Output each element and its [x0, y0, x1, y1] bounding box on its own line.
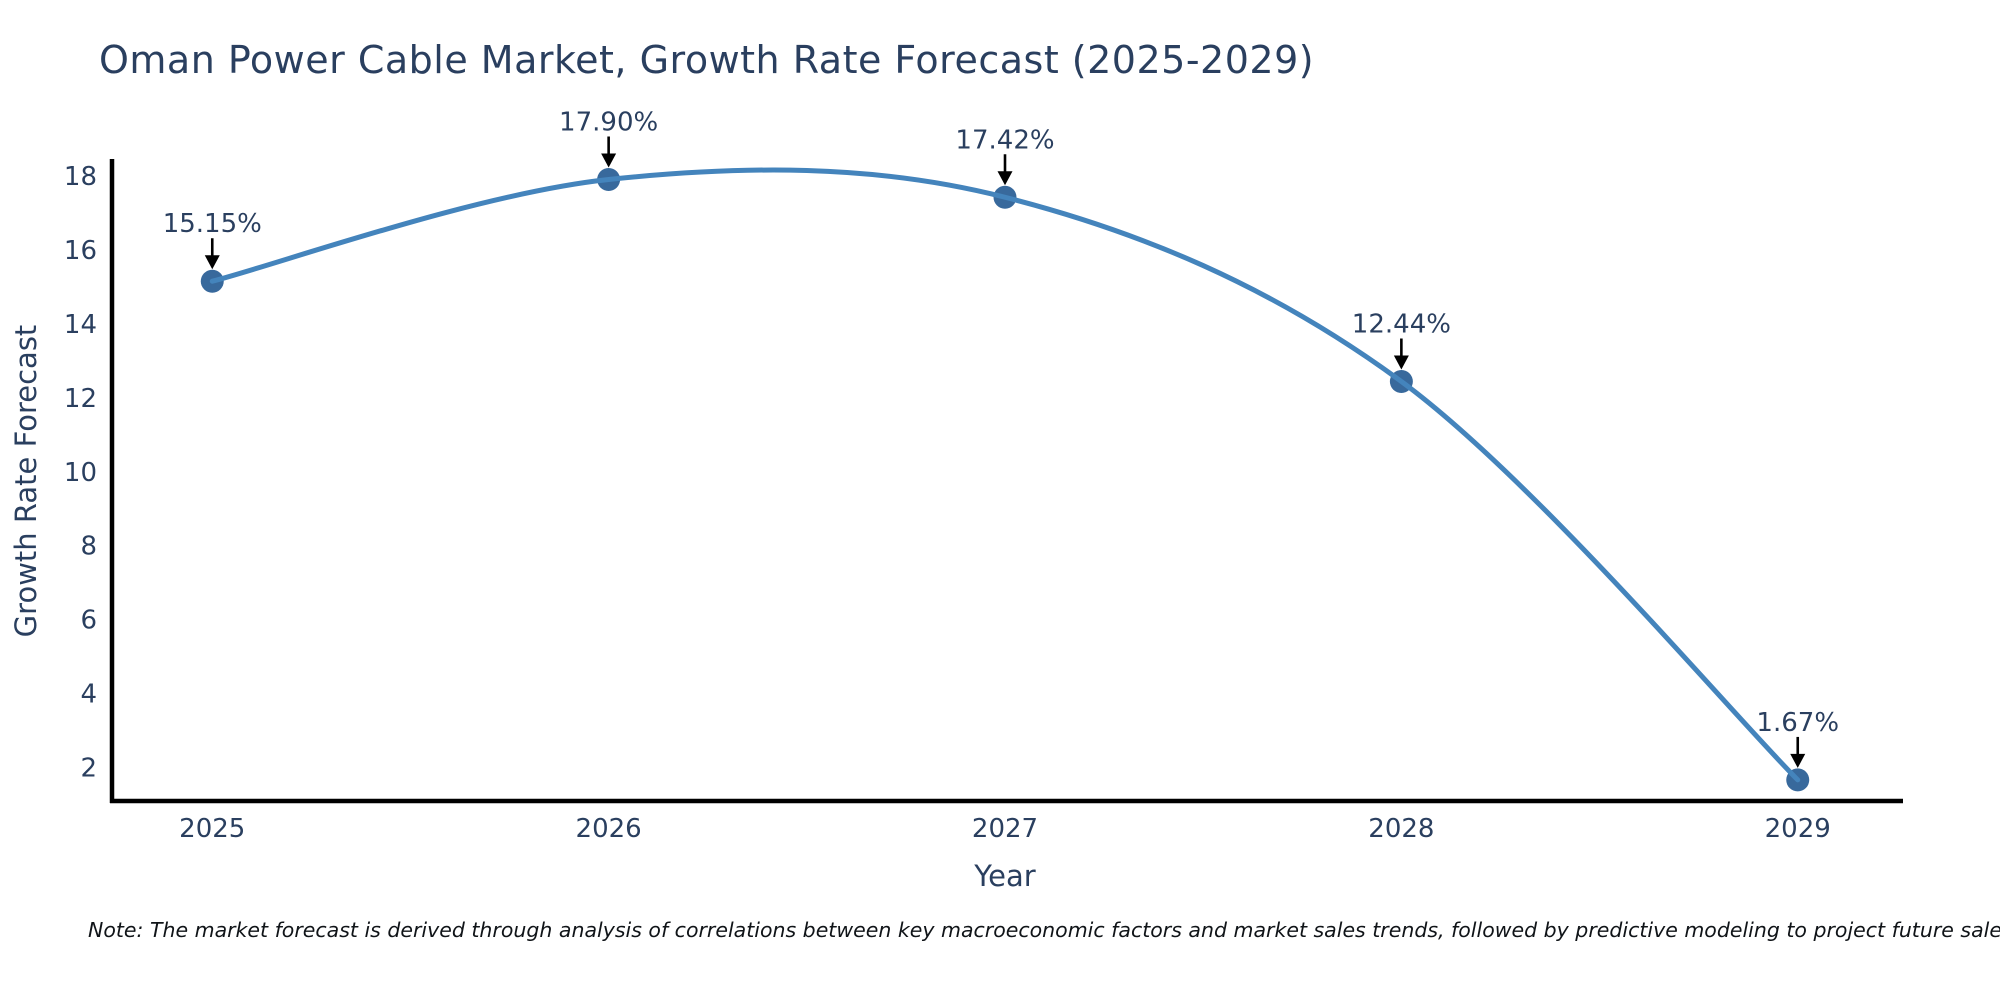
y-tick-label: 6 [80, 606, 97, 636]
y-tick-label: 2 [80, 754, 97, 784]
annotation-arrowhead-icon [1393, 355, 1409, 370]
y-tick-label: 10 [64, 458, 97, 488]
y-tick-label: 4 [80, 680, 97, 710]
x-tick-label: 2027 [972, 814, 1038, 844]
y-tick-label: 18 [64, 162, 97, 192]
y-axis-title: Growth Rate Forecast [9, 325, 43, 638]
x-tick-label: 2029 [1765, 814, 1831, 844]
annotation-arrowhead-icon [1790, 753, 1806, 768]
x-axis-title: Year [973, 859, 1035, 893]
y-tick-label: 16 [64, 236, 97, 266]
chart-title: Oman Power Cable Market, Growth Rate For… [99, 38, 1315, 82]
annotation-arrowhead-icon [601, 153, 617, 168]
annotation-label: 1.67% [1756, 708, 1839, 738]
x-tick-label: 2026 [576, 814, 642, 844]
x-tick-label: 2028 [1368, 814, 1434, 844]
y-tick-label: 8 [80, 532, 97, 562]
annotation-label: 12.44% [1352, 309, 1451, 339]
annotation-label: 17.42% [955, 125, 1054, 155]
annotation-arrowhead-icon [997, 171, 1013, 186]
trend-line [209, 167, 1801, 783]
footnote-text: Note: The market forecast is derived thr… [88, 918, 2000, 942]
annotation-arrowhead-icon [204, 255, 220, 270]
x-tick-label: 2025 [179, 814, 245, 844]
annotation-label: 17.90% [559, 107, 658, 137]
y-tick-label: 12 [64, 384, 97, 414]
annotation-label: 15.15% [163, 209, 262, 239]
y-tick-label: 14 [64, 310, 97, 340]
